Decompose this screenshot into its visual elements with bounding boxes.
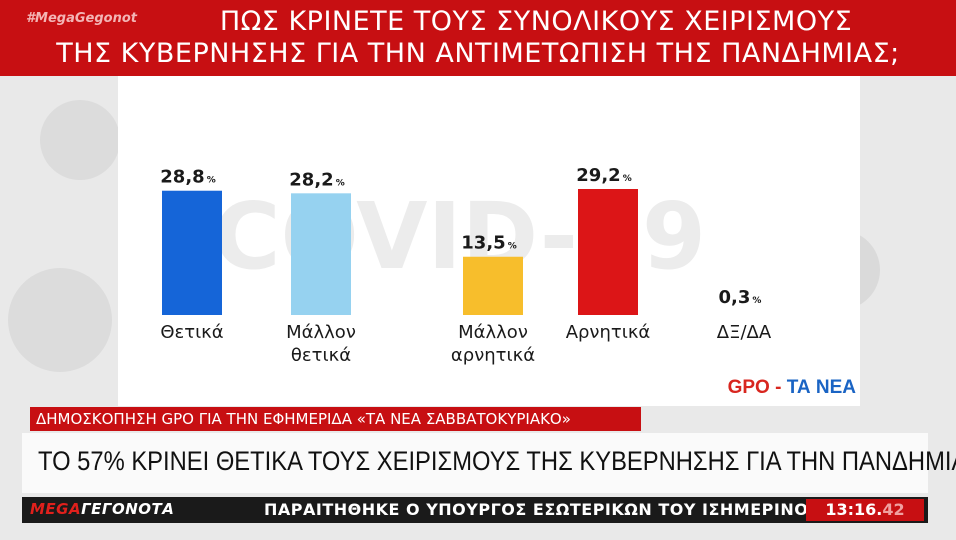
headline-text: ΤΟ 57% ΚΡΙΝΕΙ ΘΕΤΙΚΑ ΤΟΥΣ ΧΕΙΡΙΣΜΟΥΣ ΤΗΣ…: [38, 446, 956, 476]
logo-gegonota: ΓΕΓΟΝΟΤΑ: [81, 500, 175, 518]
percent-sign-3: %: [623, 174, 632, 184]
value-label-2: 13,5%: [461, 233, 516, 254]
hashtag-label: #MegaGegonot: [26, 11, 138, 26]
mega-gegonota-logo: MEGAΓΕΓΟΝΟΤΑ: [30, 500, 174, 518]
poll-strap: ΔΗΜΟΣΚΟΠΗΣΗ GPO ΓΙΑ ΤΗΝ ΕΦΗΜΕΡΙΔΑ «ΤΑ ΝΕ…: [30, 407, 641, 431]
question-line-1: ΠΩΣ ΚΡΙΝΕΤΕ ΤΟΥΣ ΣΥΝΟΛΙΚΟΥΣ ΧΕΙΡΙΣΜΟΥΣ: [219, 6, 853, 37]
source-label: GPO - ΤΑ ΝΕΑ: [728, 377, 856, 399]
clock: 13:16.42: [806, 499, 924, 521]
percent-sign-1: %: [336, 178, 345, 188]
category-label-1-0: Μάλλον: [286, 322, 356, 343]
bar-1: [291, 193, 351, 315]
bar-2: [463, 256, 523, 315]
percent-sign-0: %: [207, 176, 216, 186]
clock-time: 13:16.: [825, 500, 883, 519]
clock-seconds: 42: [882, 500, 905, 519]
source-ta-nea: ΤΑ ΝΕΑ: [786, 377, 856, 398]
category-label-1-1: θετικά: [291, 345, 351, 366]
category-label-4-0: ΔΞ/ΔΑ: [717, 322, 772, 343]
chart-panel: [118, 76, 860, 406]
category-label-2-0: Μάλλον: [458, 322, 528, 343]
category-label-2-1: αρνητικά: [451, 345, 535, 366]
headline-bar: [22, 433, 928, 493]
source-dash: -: [775, 377, 782, 398]
header-bar: [0, 0, 956, 76]
category-label-0-0: Θετικά: [160, 322, 223, 343]
source-gpo: GPO: [727, 377, 770, 398]
percent-sign-4: %: [752, 296, 761, 306]
value-label-1: 28,2%: [289, 169, 344, 190]
percent-sign-2: %: [508, 242, 517, 252]
ticker-bar: [22, 497, 928, 523]
value-label-4: 0,3%: [719, 287, 762, 308]
category-label-3-0: Αρνητικά: [566, 322, 651, 343]
value-label-3: 29,2%: [576, 165, 631, 186]
value-label-0: 28,8%: [160, 167, 215, 188]
logo-mega: MEGA: [30, 500, 82, 518]
bar-0: [162, 190, 222, 315]
question-line-2: ΤΗΣ ΚΥΒΕΡΝΗΣΗΣ ΓΙΑ ΤΗΝ ΑΝΤΙΜΕΤΩΠΙΣΗ ΤΗΣ …: [56, 38, 900, 69]
ticker-text: ΠΑΡΑΙΤΗΘΗΚΕ Ο ΥΠΟΥΡΓΟΣ ΕΣΩΤΕΡΙΚΩΝ ΤΟΥ ΙΣ…: [264, 500, 821, 519]
bar-3: [578, 189, 638, 315]
